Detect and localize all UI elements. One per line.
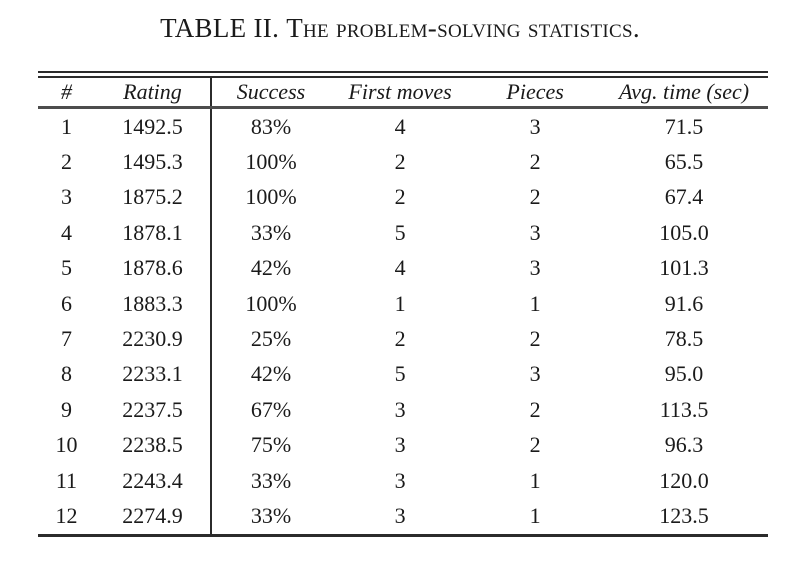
column-header-number: # — [38, 78, 95, 109]
table-cell: 2 — [394, 184, 406, 210]
table-cell: 1 — [529, 467, 541, 493]
table-cell: 5 — [60, 255, 72, 281]
table-cell: 1 — [529, 502, 541, 528]
table-body: 1 1492.5 83% 4 3 71.5 2 1495.3 100% 2 2 65.5 3 1875.2… — [38, 107, 768, 536]
table-cell: 113.5 — [659, 396, 709, 422]
table-cell: 8 — [60, 361, 72, 387]
table-row: 7 2230.9 25% 2 2 78.5 — [38, 321, 768, 357]
table-cell: 71.5 — [664, 113, 704, 139]
table-cell: 2 — [394, 326, 406, 352]
table-cell: 5 — [394, 361, 406, 387]
table-cell: 2 — [529, 184, 541, 210]
header-row: # Rating Success First moves Pieces Avg.… — [38, 78, 768, 109]
table-cell: 3 — [394, 396, 406, 422]
table-cell: 1 — [60, 113, 72, 139]
table-cell: 3 — [529, 361, 541, 387]
column-header-pieces: Pieces — [470, 78, 601, 109]
table-row: 8 2233.1 42% 5 3 95.0 — [38, 356, 768, 393]
table-cell: 75% — [250, 432, 292, 458]
table-cell: 1878.1 — [94, 215, 213, 251]
table-cell: 96.3 — [664, 432, 704, 458]
table-cell: 2 — [529, 149, 541, 175]
table-cell: 100% — [245, 184, 297, 210]
table-cell: 6 — [60, 290, 72, 316]
table-cell: 3 — [529, 113, 541, 139]
table-cell: 1492.5 — [94, 107, 213, 145]
table-row: 12 2274.9 33% 3 1 123.5 — [38, 498, 768, 536]
table-cell: 100% — [245, 149, 297, 175]
column-header-avg-time: Avg. time (sec) — [600, 78, 768, 109]
table-cell: 1883.3 — [94, 285, 213, 322]
statistics-table: # Rating Success First moves Pieces Avg.… — [38, 71, 768, 537]
table-cell: 2238.5 — [94, 427, 213, 463]
table-cell: 3 — [529, 219, 541, 245]
table-row: 1 1492.5 83% 4 3 71.5 — [38, 107, 768, 145]
table-cell: 1875.2 — [94, 179, 213, 216]
table-cell: 2 — [60, 149, 72, 175]
table-cell: 33% — [250, 219, 292, 245]
table-cell: 11 — [55, 467, 78, 493]
table-row: 9 2237.5 67% 3 2 113.5 — [38, 392, 768, 428]
table-cell: 3 — [394, 432, 406, 458]
table-cell: 2237.5 — [94, 392, 213, 428]
table-cell: 83% — [250, 113, 292, 139]
table-cell: 67% — [250, 396, 292, 422]
table-cell: 2 — [529, 396, 541, 422]
table-cell: 95.0 — [664, 361, 704, 387]
table-cell: 2274.9 — [94, 498, 213, 536]
table-cell: 4 — [60, 219, 72, 245]
table-cell: 7 — [60, 326, 72, 352]
table-cell: 120.0 — [659, 467, 709, 493]
table-cell: 4 — [394, 255, 406, 281]
table-cell: 3 — [394, 502, 406, 528]
table-cell: 42% — [250, 361, 292, 387]
table-cell: 5 — [394, 219, 406, 245]
table-caption: TABLE II. The problem-solving statistics… — [0, 13, 800, 44]
table-cell: 2 — [529, 432, 541, 458]
table-row: 2 1495.3 100% 2 2 65.5 — [38, 144, 768, 180]
table-cell: 42% — [250, 255, 292, 281]
table-cell: 12 — [55, 502, 78, 528]
table-row: 10 2238.5 75% 3 2 96.3 — [38, 427, 768, 463]
table-cell: 78.5 — [664, 326, 704, 352]
table-cell: 2230.9 — [94, 321, 213, 357]
statistics-table-grid: # Rating Success First moves Pieces Avg.… — [38, 78, 768, 537]
table-row: 3 1875.2 100% 2 2 67.4 — [38, 179, 768, 216]
table-cell: 65.5 — [664, 149, 704, 175]
table-cell: 100% — [245, 290, 297, 316]
table-cell: 1495.3 — [94, 144, 213, 180]
table-cell: 33% — [250, 467, 292, 493]
column-header-success: Success — [211, 78, 330, 109]
table-caption-label: TABLE II. — [160, 13, 280, 43]
top-double-rule — [38, 71, 768, 78]
table-cell: 2243.4 — [94, 462, 213, 499]
table-cell: 1 — [394, 290, 406, 316]
table-cell: 123.5 — [659, 502, 709, 528]
table-cell: 25% — [250, 326, 292, 352]
table-row: 6 1883.3 100% 1 1 91.6 — [38, 285, 768, 322]
table-cell: 3 — [60, 184, 72, 210]
table-cell: 3 — [394, 467, 406, 493]
table-row: 11 2243.4 33% 3 1 120.0 — [38, 462, 768, 499]
table-cell: 2 — [529, 326, 541, 352]
table-row: 4 1878.1 33% 5 3 105.0 — [38, 215, 768, 251]
table-cell: 101.3 — [659, 255, 709, 281]
table-cell: 91.6 — [664, 290, 704, 316]
column-header-first-moves: First moves — [329, 78, 471, 109]
table-cell: 2233.1 — [94, 356, 213, 393]
table-cell: 105.0 — [659, 219, 709, 245]
table-row: 5 1878.6 42% 4 3 101.3 — [38, 250, 768, 286]
table-cell: 4 — [394, 113, 406, 139]
column-header-rating: Rating — [94, 78, 213, 109]
table-cell: 10 — [55, 432, 78, 458]
table-cell: 2 — [394, 149, 406, 175]
table-cell: 1878.6 — [94, 250, 213, 286]
table-cell: 3 — [529, 255, 541, 281]
table-caption-text: The problem-solving statistics. — [286, 13, 640, 43]
table-cell: 9 — [60, 396, 72, 422]
table-cell: 1 — [529, 290, 541, 316]
table-cell: 33% — [250, 502, 292, 528]
table-cell: 67.4 — [664, 184, 704, 210]
